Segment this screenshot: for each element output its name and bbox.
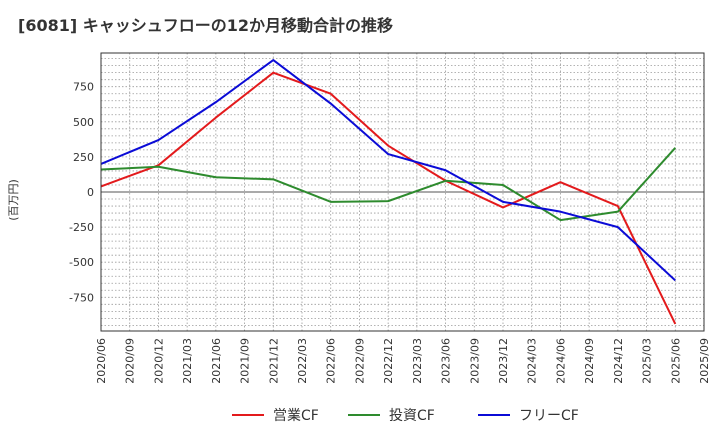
x-tick-label: 2024/03 <box>526 338 539 384</box>
y-tick-layer: 750 500 250 0 -250 -500 -750 <box>69 81 94 305</box>
chart-title: [6081] キャッシュフローの12か月移動合計の推移 <box>18 16 393 35</box>
x-tick-label: 2023/06 <box>440 338 453 384</box>
x-tick-label: 2020/12 <box>152 338 165 384</box>
x-tick-label: 2020/09 <box>124 338 137 384</box>
x-tick-label: 2023/09 <box>468 338 481 384</box>
y-tick-label: -250 <box>69 221 94 234</box>
y-tick-label: 0 <box>87 186 94 199</box>
x-tick-label: 2025/03 <box>641 338 654 384</box>
x-tick-label: 2021/06 <box>210 338 223 384</box>
series-layer <box>100 59 677 325</box>
x-tick-layer: 2020/06 2020/09 2020/12 2021/03 2021/06 2021/… <box>95 338 711 384</box>
x-tick-label: 2023/12 <box>497 338 510 384</box>
x-tick-label: 2022/06 <box>325 338 338 384</box>
x-tick-label: 2020/06 <box>95 338 108 384</box>
plot-border <box>100 52 705 332</box>
series-line-3 <box>100 59 676 282</box>
x-tick-label: 2021/03 <box>181 338 194 384</box>
legend-label: 投資CF <box>389 408 435 424</box>
x-tick-label: 2024/12 <box>612 338 625 384</box>
x-tick-label: 2024/06 <box>554 338 567 384</box>
series-line-1 <box>100 71 677 325</box>
x-tick-label: 2021/09 <box>239 338 252 384</box>
x-tick-label: 2025/06 <box>669 338 682 384</box>
x-tick-label: 2021/12 <box>267 338 280 384</box>
x-tick-label: 2023/03 <box>411 338 424 384</box>
y-tick-label: 750 <box>73 81 94 94</box>
y-tick-label: 250 <box>73 151 94 164</box>
x-tick-label: 2022/03 <box>296 338 309 384</box>
y-tick-label: -750 <box>69 291 94 304</box>
x-tick-label: 2022/09 <box>353 338 366 384</box>
y-tick-label: -500 <box>69 256 94 269</box>
y-tick-label: 500 <box>73 116 94 129</box>
y-axis-label: (百万円) <box>7 179 20 221</box>
legend: 営業CF 投資CF フリーCF <box>232 408 579 424</box>
legend-label: フリーCF <box>519 408 579 424</box>
x-tick-label: 2024/09 <box>583 338 596 384</box>
x-tick-label: 2025/09 <box>698 338 711 384</box>
legend-label: 営業CF <box>273 408 319 424</box>
x-tick-label: 2022/12 <box>382 338 395 384</box>
